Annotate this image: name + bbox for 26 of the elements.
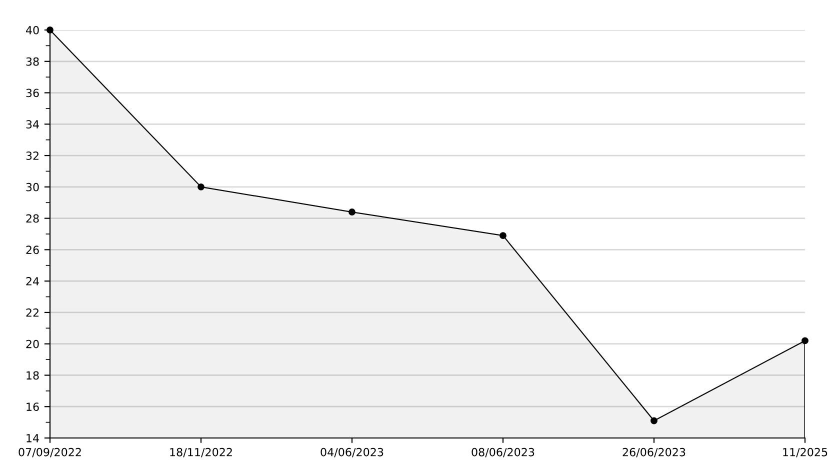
point <box>348 208 356 216</box>
point <box>198 183 204 190</box>
x-tick-label: 26/06/2023 <box>622 448 686 458</box>
point <box>650 417 658 424</box>
y-tick-label: 30 <box>26 182 39 192</box>
y-tick-label: 38 <box>26 57 39 66</box>
point <box>500 232 506 240</box>
x-tick-label: 07/09/2022 <box>18 448 81 458</box>
x-tick-label: 11/2025 <box>783 448 828 458</box>
y-tick-label: 26 <box>26 246 39 254</box>
y-tick-label: 32 <box>26 152 38 160</box>
x-tick-label: 08/06/2023 <box>472 448 534 458</box>
point <box>46 26 54 34</box>
x-tick-label: 04/06/2023 <box>320 448 384 458</box>
y-tick-label: 16 <box>26 402 39 411</box>
y-tick-label: 22 <box>26 308 38 317</box>
y-tick-label: 14 <box>26 434 39 442</box>
y-tick-label: 24 <box>26 277 39 286</box>
y-tick-label: 36 <box>26 88 39 98</box>
y-tick-label: 20 <box>26 340 39 348</box>
y-tick-label: 34 <box>26 120 39 129</box>
y-tick-label: 18 <box>26 371 39 380</box>
point <box>802 337 808 344</box>
y-tick-label: 28 <box>26 214 39 223</box>
y-tick-label: 40 <box>26 26 39 34</box>
x-tick-label: 18/11/2022 <box>170 448 232 458</box>
